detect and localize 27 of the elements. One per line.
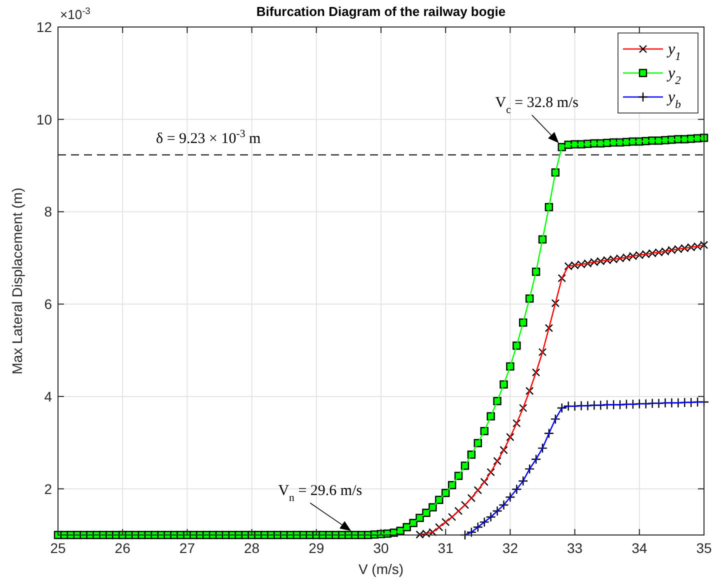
x-tick-label: 26 bbox=[114, 540, 131, 556]
x-tick-label: 27 bbox=[179, 540, 196, 556]
x-tick-label: 35 bbox=[696, 540, 712, 556]
x-tick-label: 32 bbox=[502, 540, 518, 556]
annotation: V$_{n}$ = 29.6 m/s bbox=[278, 483, 362, 504]
ref-line-label: δ = 9.23 × 10$^{-3}$ m bbox=[156, 128, 261, 147]
x-tick-label: 25 bbox=[50, 540, 66, 556]
x-tick-label: 29 bbox=[308, 540, 324, 556]
legend-label: y$_{b}$ bbox=[666, 89, 682, 111]
x-tick-label: 33 bbox=[567, 540, 583, 556]
text: ×10$^{-3}$ bbox=[60, 6, 90, 22]
annotation: V$_{c}$ = 32.8 m/s bbox=[495, 95, 579, 116]
y-tick-label: 4 bbox=[44, 388, 52, 404]
chart-title: Bifurcation Diagram of the railway bogie bbox=[256, 4, 506, 19]
legend-label: y$_{2}$ bbox=[666, 65, 682, 87]
x-tick-label: 34 bbox=[632, 540, 648, 556]
y-tick-label: 10 bbox=[36, 111, 52, 128]
y-tick-label: 6 bbox=[44, 296, 52, 312]
x-axis-title: V (m/s) bbox=[358, 561, 404, 577]
y-axis-title: Max Lateral Displacement (m) bbox=[9, 188, 25, 374]
y-tick-label: 12 bbox=[36, 19, 52, 35]
y-tick-label: 2 bbox=[44, 480, 52, 497]
x-tick-label: 31 bbox=[438, 540, 454, 556]
x-tick-label: 28 bbox=[244, 540, 260, 556]
legend-label: y$_{1}$ bbox=[666, 41, 681, 63]
x-tick-label: 30 bbox=[373, 540, 389, 556]
y-tick-label: 8 bbox=[44, 204, 52, 220]
